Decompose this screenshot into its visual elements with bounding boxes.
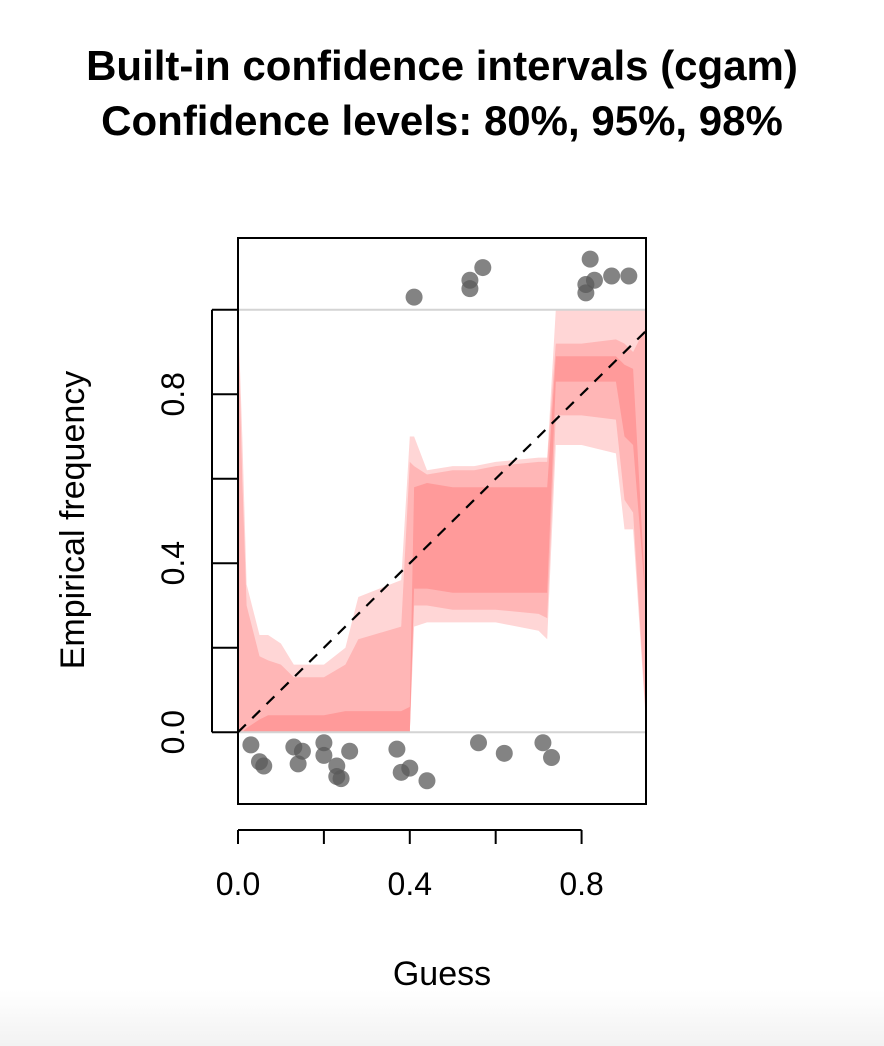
data-point xyxy=(470,734,488,752)
data-point xyxy=(534,734,552,752)
data-points xyxy=(242,250,638,790)
data-point xyxy=(418,772,436,790)
data-point xyxy=(585,271,603,289)
data-point xyxy=(461,280,479,298)
x-tick-label: 0.8 xyxy=(559,866,603,902)
data-point xyxy=(255,757,273,775)
chart-title: Built-in confidence intervals (cgam) xyxy=(86,42,798,89)
data-point xyxy=(388,740,406,758)
x-tick-label: 0.4 xyxy=(388,866,432,902)
y-axis: 0.0 0.4 0.8 xyxy=(155,308,238,754)
window-bottom-band xyxy=(0,990,884,1046)
x-axis: 0.0 0.4 0.8 xyxy=(216,829,604,902)
data-point xyxy=(293,742,311,760)
diagonal-line-group xyxy=(238,330,646,733)
chart-subtitle: Confidence levels: 80%, 95%, 98% xyxy=(101,97,783,144)
data-point xyxy=(332,770,350,788)
data-point xyxy=(315,746,333,764)
diagonal-line xyxy=(238,330,646,733)
data-point xyxy=(341,742,359,760)
data-point xyxy=(620,267,638,285)
y-tick-label: 0.0 xyxy=(155,710,191,754)
confidence-band-80 xyxy=(238,356,646,733)
data-point xyxy=(581,250,599,268)
data-point xyxy=(242,736,260,754)
y-tick-label: 0.8 xyxy=(155,372,191,416)
data-point xyxy=(315,734,333,752)
y-tick-label: 0.4 xyxy=(155,541,191,585)
data-point xyxy=(401,759,419,777)
data-point xyxy=(543,749,561,767)
data-point xyxy=(603,267,621,285)
plot-frame xyxy=(237,237,647,805)
confidence-bands xyxy=(238,309,646,733)
data-point xyxy=(405,288,423,306)
data-point xyxy=(495,744,513,762)
y-axis-label: Empirical frequency xyxy=(54,371,92,670)
x-tick-label: 0.0 xyxy=(216,866,260,902)
data-point xyxy=(474,259,492,277)
x-axis-label: Guess xyxy=(393,955,491,993)
reference-lines xyxy=(238,308,646,734)
